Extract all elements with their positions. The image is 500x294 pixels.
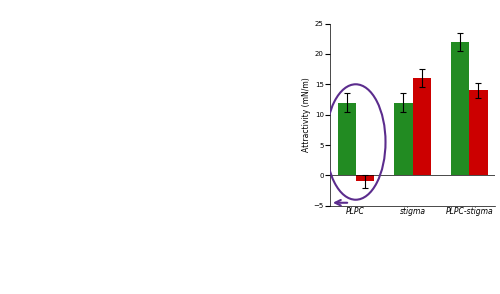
Bar — [470, 90, 488, 176]
Bar — [451, 42, 469, 176]
Bar — [356, 176, 374, 181]
Bar — [338, 103, 355, 176]
Bar — [412, 78, 430, 176]
Bar — [394, 103, 412, 176]
Y-axis label: Attractivity (mN/m): Attractivity (mN/m) — [302, 77, 310, 152]
